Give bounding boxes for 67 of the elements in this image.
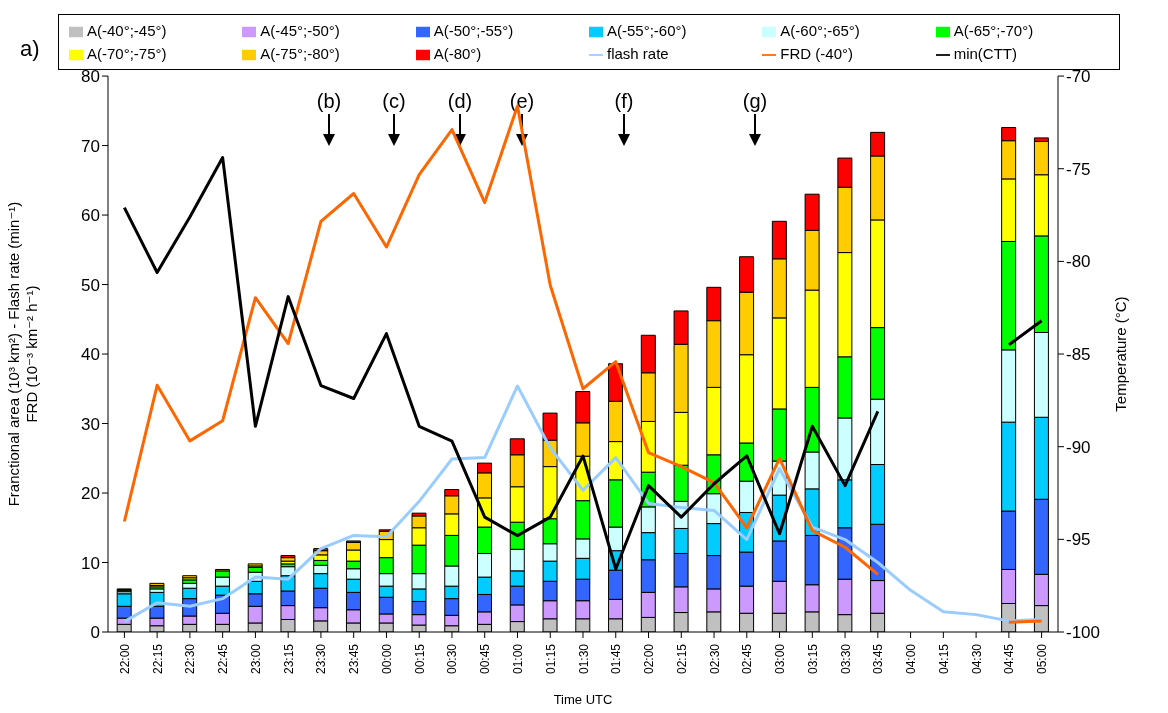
legend-label: A(-80°) bbox=[433, 45, 482, 63]
y-axis-title: Franctional area (10³ km²) - Flash rate (min⁻¹) FRD (10⁻³ km⁻² h⁻¹) bbox=[5, 201, 40, 507]
legend-label: A(-65°;-70°) bbox=[953, 22, 1034, 39]
annotation: (b) bbox=[316, 90, 342, 112]
x-tick-label: 22:30 bbox=[183, 643, 198, 675]
y2-tick-label: -100 bbox=[1066, 623, 1101, 643]
annotation: (g) bbox=[742, 90, 768, 112]
x-tick-label: 02:15 bbox=[674, 643, 689, 675]
x-tick-label: 23:30 bbox=[314, 643, 329, 675]
text: a) bbox=[20, 36, 40, 62]
x-tick-label: 05:00 bbox=[1035, 643, 1050, 675]
y-tick-label: 20 bbox=[81, 484, 100, 504]
y-tick-label: 60 bbox=[81, 206, 100, 226]
x-tick-label: 23:45 bbox=[347, 643, 362, 675]
x-tick-label: 03:45 bbox=[871, 643, 886, 675]
y2-tick-label: -85 bbox=[1066, 345, 1091, 365]
x-tick-label: 00:45 bbox=[478, 643, 493, 675]
y-tick-label: 50 bbox=[81, 275, 100, 295]
y2-axis-title: Temperature (°C) bbox=[1112, 296, 1129, 412]
legend-label: A(-70°;-75°) bbox=[87, 45, 167, 63]
annotation: (f) bbox=[614, 90, 634, 112]
x-axis-title: Time UTC bbox=[553, 692, 613, 707]
annotation: (d) bbox=[447, 90, 473, 112]
y-tick-label: 40 bbox=[81, 345, 100, 365]
legend-label: A(-60°;-65°) bbox=[780, 22, 860, 39]
x-tick-label: 00:30 bbox=[445, 643, 460, 675]
y2-tick-label: -75 bbox=[1066, 159, 1091, 179]
x-tick-label: 03:15 bbox=[805, 643, 820, 675]
y2-tick-label: -90 bbox=[1066, 437, 1091, 457]
x-tick-label: 04:15 bbox=[936, 643, 951, 675]
y2-tick-label: -95 bbox=[1066, 530, 1091, 550]
x-tick-label: 00:15 bbox=[412, 643, 427, 675]
y-tick-label: 70 bbox=[81, 136, 100, 156]
legend-label: FRD (-40°) bbox=[780, 45, 853, 63]
x-tick-label: 23:15 bbox=[281, 643, 296, 675]
legend-label: A(-40°;-45°) bbox=[87, 22, 167, 39]
legend-label: A(-55°;-60°) bbox=[606, 22, 687, 39]
x-tick-label: 04:30 bbox=[969, 643, 984, 675]
x-tick-label: 03:00 bbox=[773, 643, 788, 675]
legend-label: A(-75°;-80°) bbox=[260, 45, 340, 63]
x-tick-label: 01:00 bbox=[511, 643, 525, 675]
x-tick-label: 01:15 bbox=[543, 643, 558, 675]
x-tick-label: 01:30 bbox=[576, 643, 591, 675]
x-tick-label: 02:45 bbox=[740, 643, 755, 675]
legend-label: min(CTT) bbox=[953, 45, 1017, 63]
x-tick-label: 22:15 bbox=[150, 643, 165, 675]
x-tick-label: 23:00 bbox=[248, 643, 263, 675]
y-tick-label: 80 bbox=[81, 67, 100, 87]
annotation: (e) bbox=[509, 90, 535, 112]
y2-tick-label: -80 bbox=[1066, 252, 1091, 272]
x-tick-label: 04:45 bbox=[1002, 643, 1017, 675]
legend-label: A(-45°;-50°) bbox=[260, 22, 340, 39]
y-tick-label: 10 bbox=[81, 553, 100, 573]
x-tick-label: 02:00 bbox=[642, 643, 657, 675]
x-tick-label: 00:00 bbox=[379, 643, 394, 675]
y-tick-label: 30 bbox=[81, 414, 100, 434]
x-tick-label: 04:00 bbox=[904, 643, 919, 675]
y2-tick-label: -70 bbox=[1066, 67, 1091, 87]
legend-label: flash rate bbox=[606, 45, 669, 63]
x-tick-label: 01:45 bbox=[609, 643, 624, 675]
x-tick-label: 02:30 bbox=[707, 643, 722, 675]
x-tick-label: 03:30 bbox=[838, 643, 853, 675]
x-tick-label: 22:00 bbox=[117, 643, 132, 675]
legend-label: A(-50°;-55°) bbox=[433, 22, 514, 39]
x-tick-label: 22:45 bbox=[216, 643, 231, 675]
y-tick-label: 0 bbox=[90, 623, 100, 643]
annotation: (c) bbox=[382, 90, 406, 112]
